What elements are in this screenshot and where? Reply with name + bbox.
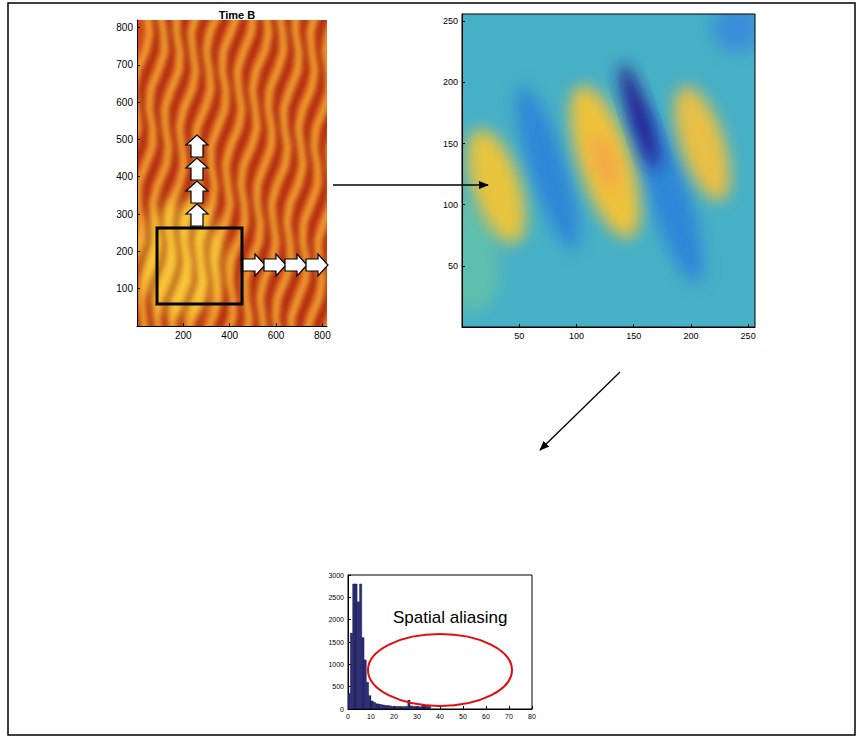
svg-text:500: 500 bbox=[116, 134, 133, 145]
svg-text:0: 0 bbox=[346, 713, 350, 720]
svg-text:50: 50 bbox=[448, 261, 458, 271]
svg-text:600: 600 bbox=[268, 330, 285, 341]
svg-text:10: 10 bbox=[367, 713, 375, 720]
svg-text:70: 70 bbox=[505, 713, 513, 720]
svg-text:60: 60 bbox=[482, 713, 490, 720]
svg-text:1000: 1000 bbox=[328, 661, 344, 668]
svg-text:150: 150 bbox=[626, 331, 641, 341]
svg-text:100: 100 bbox=[443, 200, 458, 210]
svg-text:600: 600 bbox=[116, 97, 133, 108]
svg-text:200: 200 bbox=[443, 77, 458, 87]
svg-text:400: 400 bbox=[116, 171, 133, 182]
svg-text:200: 200 bbox=[683, 331, 698, 341]
svg-text:30: 30 bbox=[413, 713, 421, 720]
svg-text:200: 200 bbox=[116, 246, 133, 257]
svg-text:50: 50 bbox=[514, 331, 524, 341]
svg-text:800: 800 bbox=[116, 22, 133, 33]
svg-text:150: 150 bbox=[443, 139, 458, 149]
svg-text:200: 200 bbox=[175, 330, 192, 341]
svg-text:250: 250 bbox=[443, 16, 458, 26]
svg-text:100: 100 bbox=[116, 283, 133, 294]
svg-text:300: 300 bbox=[116, 209, 133, 220]
svg-text:500: 500 bbox=[332, 683, 344, 690]
svg-text:1500: 1500 bbox=[328, 639, 344, 646]
svg-text:Time B: Time B bbox=[219, 9, 256, 21]
svg-text:40: 40 bbox=[436, 713, 444, 720]
svg-text:Spatial aliasing: Spatial aliasing bbox=[393, 608, 507, 627]
svg-text:700: 700 bbox=[116, 59, 133, 70]
svg-text:2000: 2000 bbox=[328, 616, 344, 623]
svg-text:20: 20 bbox=[390, 713, 398, 720]
svg-text:80: 80 bbox=[528, 713, 536, 720]
svg-text:250: 250 bbox=[741, 331, 756, 341]
svg-text:3000: 3000 bbox=[328, 572, 344, 579]
svg-text:2500: 2500 bbox=[328, 594, 344, 601]
svg-text:400: 400 bbox=[221, 330, 238, 341]
svg-text:800: 800 bbox=[314, 330, 331, 341]
svg-text:50: 50 bbox=[459, 713, 467, 720]
svg-text:0: 0 bbox=[340, 706, 344, 713]
svg-text:100: 100 bbox=[569, 331, 584, 341]
